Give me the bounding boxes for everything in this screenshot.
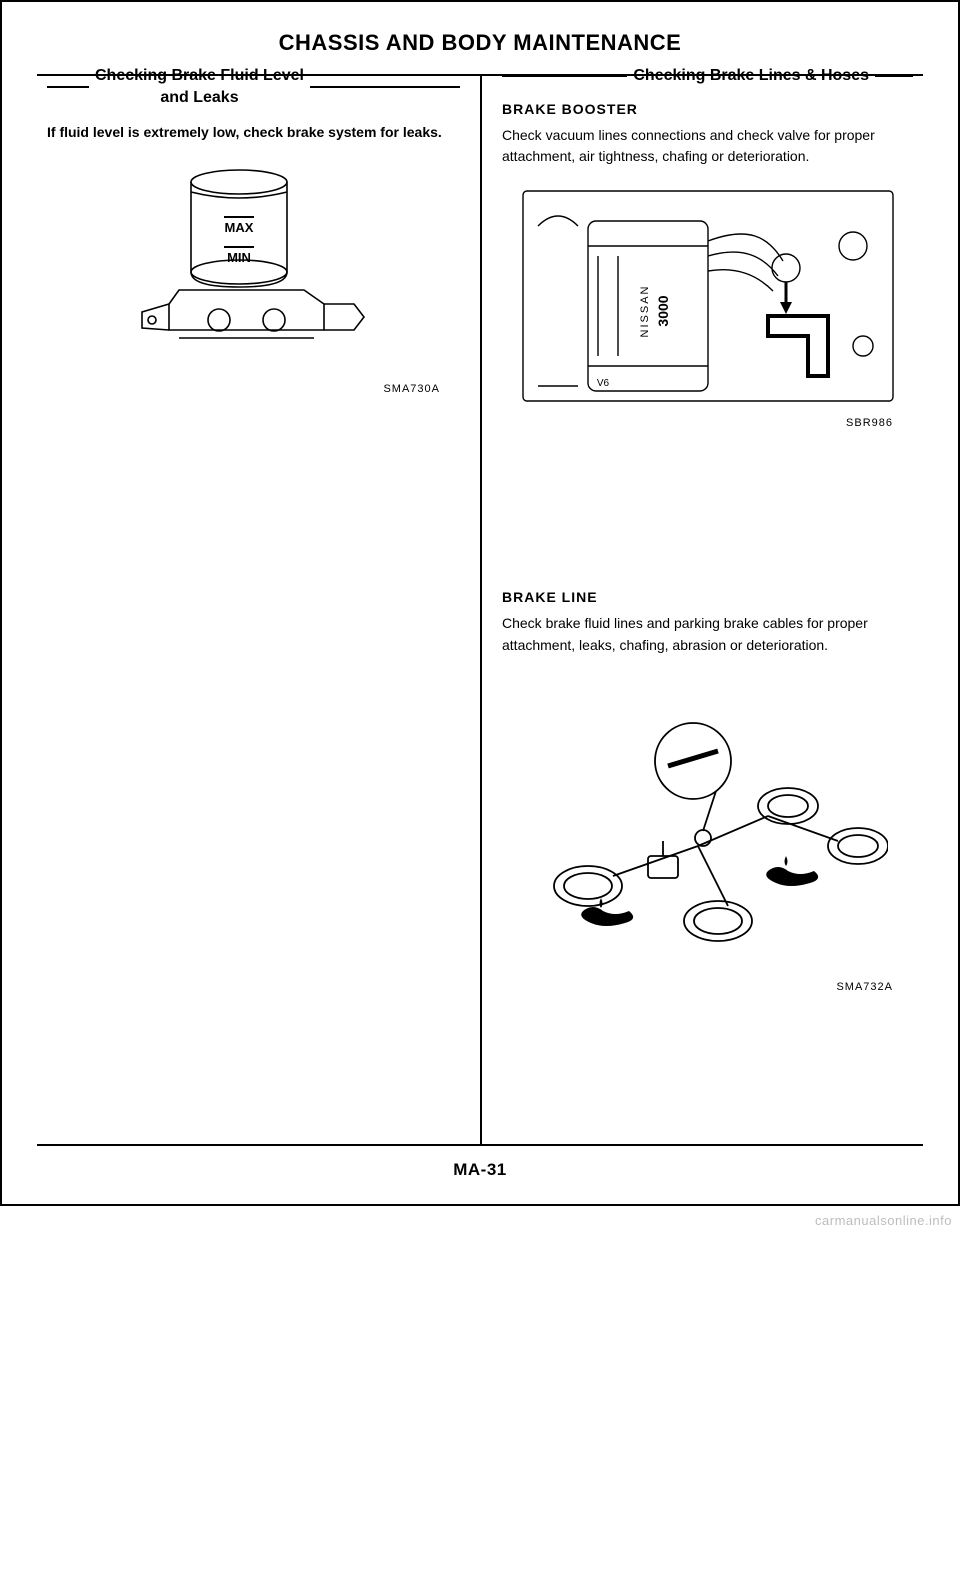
brake-booster-heading: BRAKE BOOSTER [502,101,913,117]
left-heading-line1: Checking Brake Fluid Level [95,67,304,84]
left-figure-caption: SMA730A [47,383,440,395]
brake-booster-text: Check vacuum lines connections and check… [502,125,913,168]
brake-line-heading: BRAKE LINE [502,589,913,605]
bottom-rule [37,1144,923,1146]
master-cylinder-icon: MAX MIN [124,162,384,372]
left-section-heading: Checking Brake Fluid Level and Leaks [47,65,460,108]
engine-figure-caption: SBR986 [502,417,893,429]
brake-line-text: Check brake fluid lines and parking brak… [502,613,913,656]
content-columns: Checking Brake Fluid Level and Leaks If … [37,74,923,1144]
engine-bay-icon: NISSAN 3000 V6 [518,186,898,406]
master-cylinder-figure: MAX MIN [47,162,460,377]
right-heading: Checking Brake Lines & Hoses [633,67,869,84]
page-number: MA-31 [37,1160,923,1180]
svg-text:NISSAN: NISSAN [639,284,651,337]
manual-page: CHASSIS AND BODY MAINTENANCE Checking Br… [0,0,960,1206]
svg-text:3000: 3000 [655,295,671,326]
left-column: Checking Brake Fluid Level and Leaks If … [37,76,480,1144]
right-column: Checking Brake Lines & Hoses BRAKE BOOST… [480,76,923,1144]
left-body-text: If fluid level is extremely low, check b… [47,122,460,144]
brake-line-icon [528,696,888,956]
min-label: MIN [227,250,251,265]
right-section-heading: Checking Brake Lines & Hoses [502,65,913,87]
engine-bay-figure: NISSAN 3000 V6 [502,186,913,411]
watermark-text: carmanualsonline.info [815,1213,952,1228]
svg-text:V6: V6 [596,378,609,389]
brake-line-figure [502,696,913,961]
brake-line-figure-caption: SMA732A [502,981,893,993]
left-heading-line2: and Leaks [160,89,238,106]
page-title: CHASSIS AND BODY MAINTENANCE [37,30,923,56]
max-label: MAX [224,220,253,235]
